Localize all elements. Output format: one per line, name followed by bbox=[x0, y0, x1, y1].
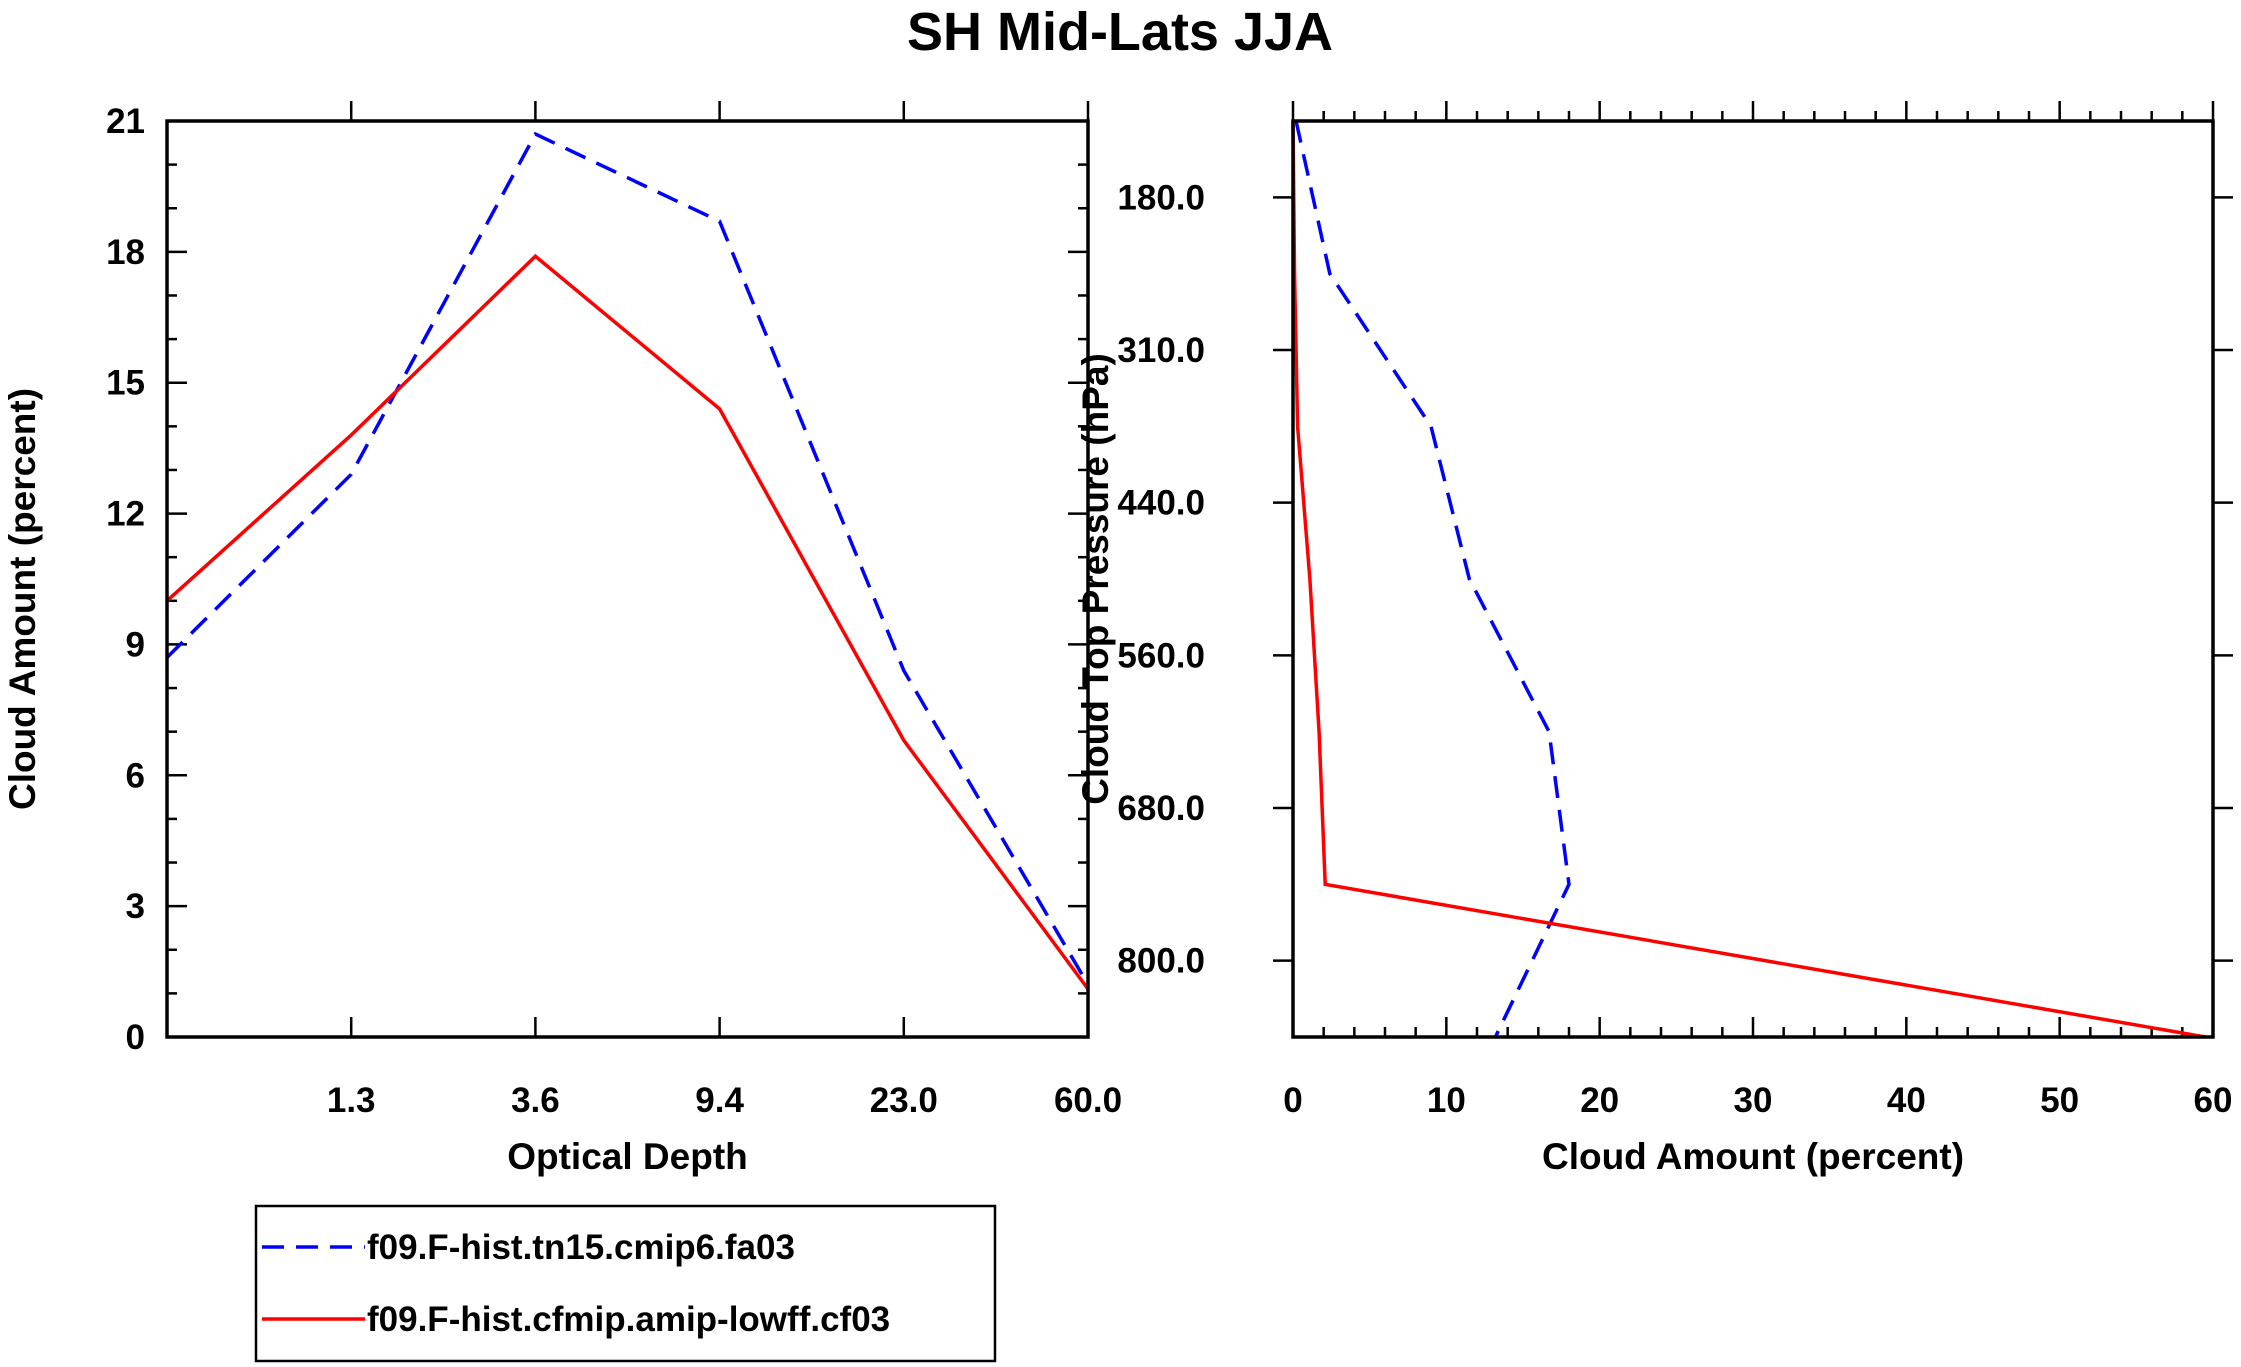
right-y-tick-label: 180.0 bbox=[1117, 178, 1205, 217]
right-x-tick-label: 50 bbox=[2040, 1081, 2079, 1120]
left-panel-frame bbox=[165, 119, 1090, 1039]
left-panel-y-axis-label: Cloud Amount (percent) bbox=[2, 388, 43, 810]
right-series-fa03-line bbox=[1294, 120, 1571, 1038]
right-panel-series bbox=[1291, 120, 2206, 1039]
left-y-tick-label: 0 bbox=[126, 1018, 145, 1057]
left-series-cf03-line bbox=[165, 253, 1090, 991]
right-panel-tick-labels: 0 10 20 30 40 50 60 180.0 310.0 440.0 560.0 680.0 80… bbox=[1117, 178, 2232, 1120]
left-panel-ticks bbox=[167, 101, 1090, 1039]
left-x-tick-label: 60.0 bbox=[1054, 1081, 1122, 1120]
legend-label-fa03: f09.F-hist.tn15.cmip6.fa03 bbox=[367, 1228, 795, 1267]
left-y-tick-label: 6 bbox=[126, 756, 145, 795]
left-y-tick-label: 15 bbox=[106, 364, 145, 403]
chart-title: SH Mid-Lats JJA bbox=[907, 2, 1333, 62]
left-panel-series bbox=[165, 131, 1090, 991]
cloud-top-pressure-panel: 0 10 20 30 40 50 60 180.0 310.0 440.0 560.0 680.0 80… bbox=[1075, 101, 2233, 1177]
left-x-tick-label: 3.6 bbox=[511, 1081, 560, 1120]
right-y-tick-label: 800.0 bbox=[1117, 942, 1205, 981]
legend-label-cf03: f09.F-hist.cfmip.amip-lowff.cf03 bbox=[367, 1300, 890, 1339]
left-panel-tick-labels: 0 3 6 9 12 15 18 21 1.3 3.6 9.4 23.0 60.0 bbox=[106, 102, 1122, 1120]
left-y-tick-label: 9 bbox=[126, 625, 145, 664]
left-y-tick-label: 18 bbox=[106, 233, 145, 272]
right-x-tick-label: 10 bbox=[1427, 1081, 1466, 1120]
right-panel-x-axis-label: Cloud Amount (percent) bbox=[1542, 1136, 1964, 1177]
right-panel-ticks bbox=[1273, 101, 2233, 1037]
left-x-tick-label: 23.0 bbox=[870, 1081, 938, 1120]
left-x-tick-label: 1.3 bbox=[327, 1081, 376, 1120]
optical-depth-panel: 0 3 6 9 12 15 18 21 1.3 3.6 9.4 23.0 60.0 Optical De… bbox=[2, 101, 1122, 1177]
left-y-tick-label: 12 bbox=[106, 495, 145, 534]
right-x-tick-label: 20 bbox=[1580, 1081, 1619, 1120]
right-x-tick-label: 0 bbox=[1283, 1081, 1302, 1120]
right-x-tick-label: 60 bbox=[2194, 1081, 2233, 1120]
left-panel-x-axis-label: Optical Depth bbox=[507, 1136, 748, 1177]
right-y-tick-label: 310.0 bbox=[1117, 331, 1205, 370]
left-series-fa03-line bbox=[165, 131, 1090, 986]
right-panel-y-axis-label: Cloud Top Pressure (hPa) bbox=[1075, 353, 1116, 805]
right-y-tick-label: 440.0 bbox=[1117, 484, 1205, 523]
right-x-tick-label: 30 bbox=[1734, 1081, 1773, 1120]
right-panel-frame bbox=[1291, 119, 2215, 1039]
left-x-tick-label: 9.4 bbox=[695, 1081, 744, 1120]
right-y-tick-label: 680.0 bbox=[1117, 789, 1205, 828]
legend: f09.F-hist.tn15.cmip6.fa03 f09.F-hist.cf… bbox=[254, 1204, 997, 1363]
right-x-tick-label: 40 bbox=[1887, 1081, 1926, 1120]
right-y-tick-label: 560.0 bbox=[1117, 636, 1205, 675]
left-y-tick-label: 3 bbox=[126, 887, 145, 926]
right-series-cf03-line bbox=[1291, 120, 2206, 1039]
legend-box bbox=[254, 1204, 997, 1363]
left-y-tick-label: 21 bbox=[106, 102, 145, 141]
